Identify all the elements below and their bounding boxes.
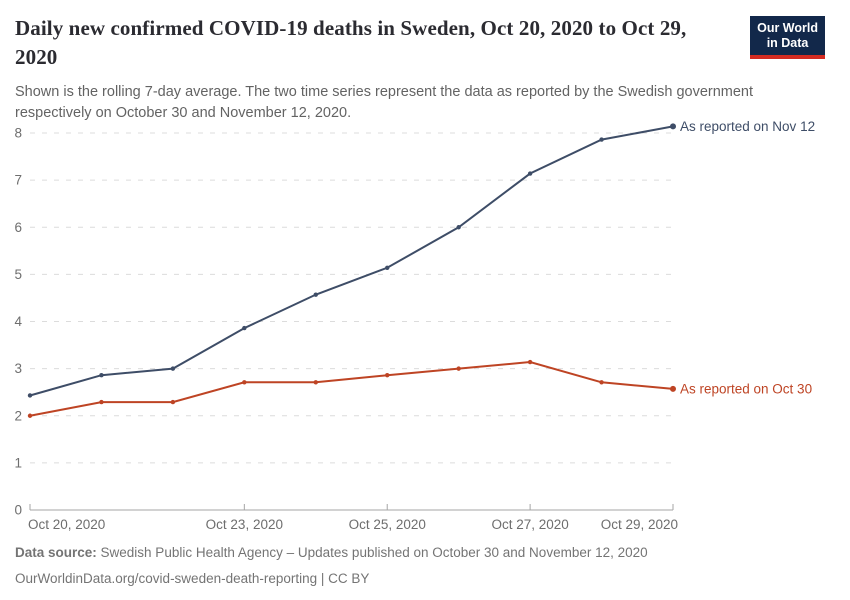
data-point-as-reported-on-oct-30-9 (670, 385, 676, 392)
owid-logo-line1: Our World (757, 21, 818, 35)
chart-title: Daily new confirmed COVID-19 deaths in S… (15, 16, 687, 69)
data-point-as-reported-on-nov-12-8 (599, 137, 604, 142)
data-source-line: Data source: Swedish Public Health Agenc… (15, 544, 648, 563)
data-point-as-reported-on-nov-12-9 (670, 123, 676, 130)
data-point-as-reported-on-nov-12-0 (27, 393, 33, 398)
x-tick-label-oct-20-2020: Oct 20, 2020 (28, 517, 105, 532)
data-source-text: Swedish Public Health Agency – Updates p… (96, 545, 648, 560)
chart-subtitle: Shown is the rolling 7-day average. The … (15, 83, 754, 121)
x-tick-label-oct-27-2020: Oct 27, 2020 (491, 517, 568, 532)
data-point-as-reported-on-nov-12-5 (385, 265, 390, 270)
data-point-as-reported-on-nov-12-1 (99, 373, 104, 378)
data-point-as-reported-on-oct-30-6 (456, 366, 461, 371)
data-point-as-reported-on-oct-30-2 (170, 399, 176, 405)
series-label-as-reported-on-oct-30: As reported on Oct 30 (680, 381, 812, 396)
y-tick-label-8: 8 (14, 126, 22, 141)
data-point-as-reported-on-oct-30-5 (385, 373, 390, 378)
data-source-label: Data source: (15, 545, 97, 560)
data-point-as-reported-on-nov-12-7 (527, 171, 533, 176)
data-point-as-reported-on-nov-12-2 (170, 366, 176, 371)
owid-link[interactable]: OurWorldinData.org/covid-sweden-death-re… (15, 570, 318, 586)
x-tick-label-oct-25-2020: Oct 25, 2020 (349, 517, 426, 532)
data-point-as-reported-on-oct-30-7 (527, 359, 533, 365)
y-tick-label-1: 1 (14, 455, 22, 470)
data-point-as-reported-on-oct-30-8 (599, 380, 604, 385)
series-line-as-reported-on-nov-12 (29, 125, 674, 397)
series-label-as-reported-on-nov-12: As reported on Nov 12 (680, 119, 815, 134)
y-tick-label-3: 3 (14, 361, 22, 376)
y-tick-label-4: 4 (14, 314, 22, 329)
chart-footer: Data source: Swedish Public Health Agenc… (15, 544, 648, 596)
data-point-as-reported-on-nov-12-4 (313, 292, 318, 297)
data-point-as-reported-on-nov-12-3 (242, 325, 247, 331)
chart-header: Daily new confirmed COVID-19 deaths in S… (15, 14, 835, 124)
data-point-as-reported-on-oct-30-0 (27, 413, 33, 418)
y-tick-label-6: 6 (14, 220, 22, 235)
x-tick-label-oct-29-2020: Oct 29, 2020 (601, 517, 678, 532)
owid-logo-line2: in Data (766, 36, 809, 51)
series-line-as-reported-on-oct-30 (29, 361, 674, 417)
y-tick-label-7: 7 (14, 173, 22, 188)
data-point-as-reported-on-nov-12-6 (456, 225, 461, 230)
owid-logo[interactable]: Our World in Data (750, 16, 825, 59)
y-tick-label-0: 0 (14, 503, 22, 518)
data-point-as-reported-on-oct-30-3 (242, 380, 247, 385)
attribution-line: OurWorldinData.org/covid-sweden-death-re… (15, 570, 648, 589)
y-tick-label-2: 2 (14, 408, 22, 423)
license-text: | CC BY (317, 570, 370, 586)
data-point-as-reported-on-oct-30-4 (313, 380, 318, 385)
x-tick-label-oct-23-2020: Oct 23, 2020 (206, 517, 283, 532)
y-tick-label-5: 5 (14, 267, 22, 282)
data-point-as-reported-on-oct-30-1 (99, 399, 104, 405)
line-chart: 0 1 2 3 4 5 6 7 8 Oct 20, 2020 Oct 23, 2020 Oct 25,… (14, 119, 815, 532)
